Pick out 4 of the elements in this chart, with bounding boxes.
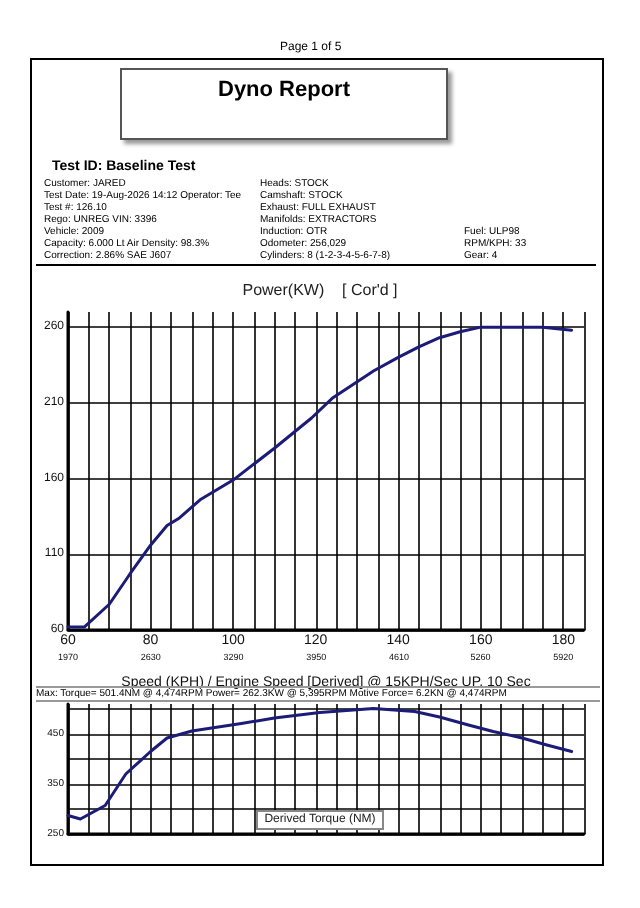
line-series	[66, 325, 574, 629]
line-series	[66, 707, 574, 821]
text: Dyno Report	[216, 78, 352, 102]
chart-title: Power(KW) [ Cor'd ]	[242, 281, 398, 299]
